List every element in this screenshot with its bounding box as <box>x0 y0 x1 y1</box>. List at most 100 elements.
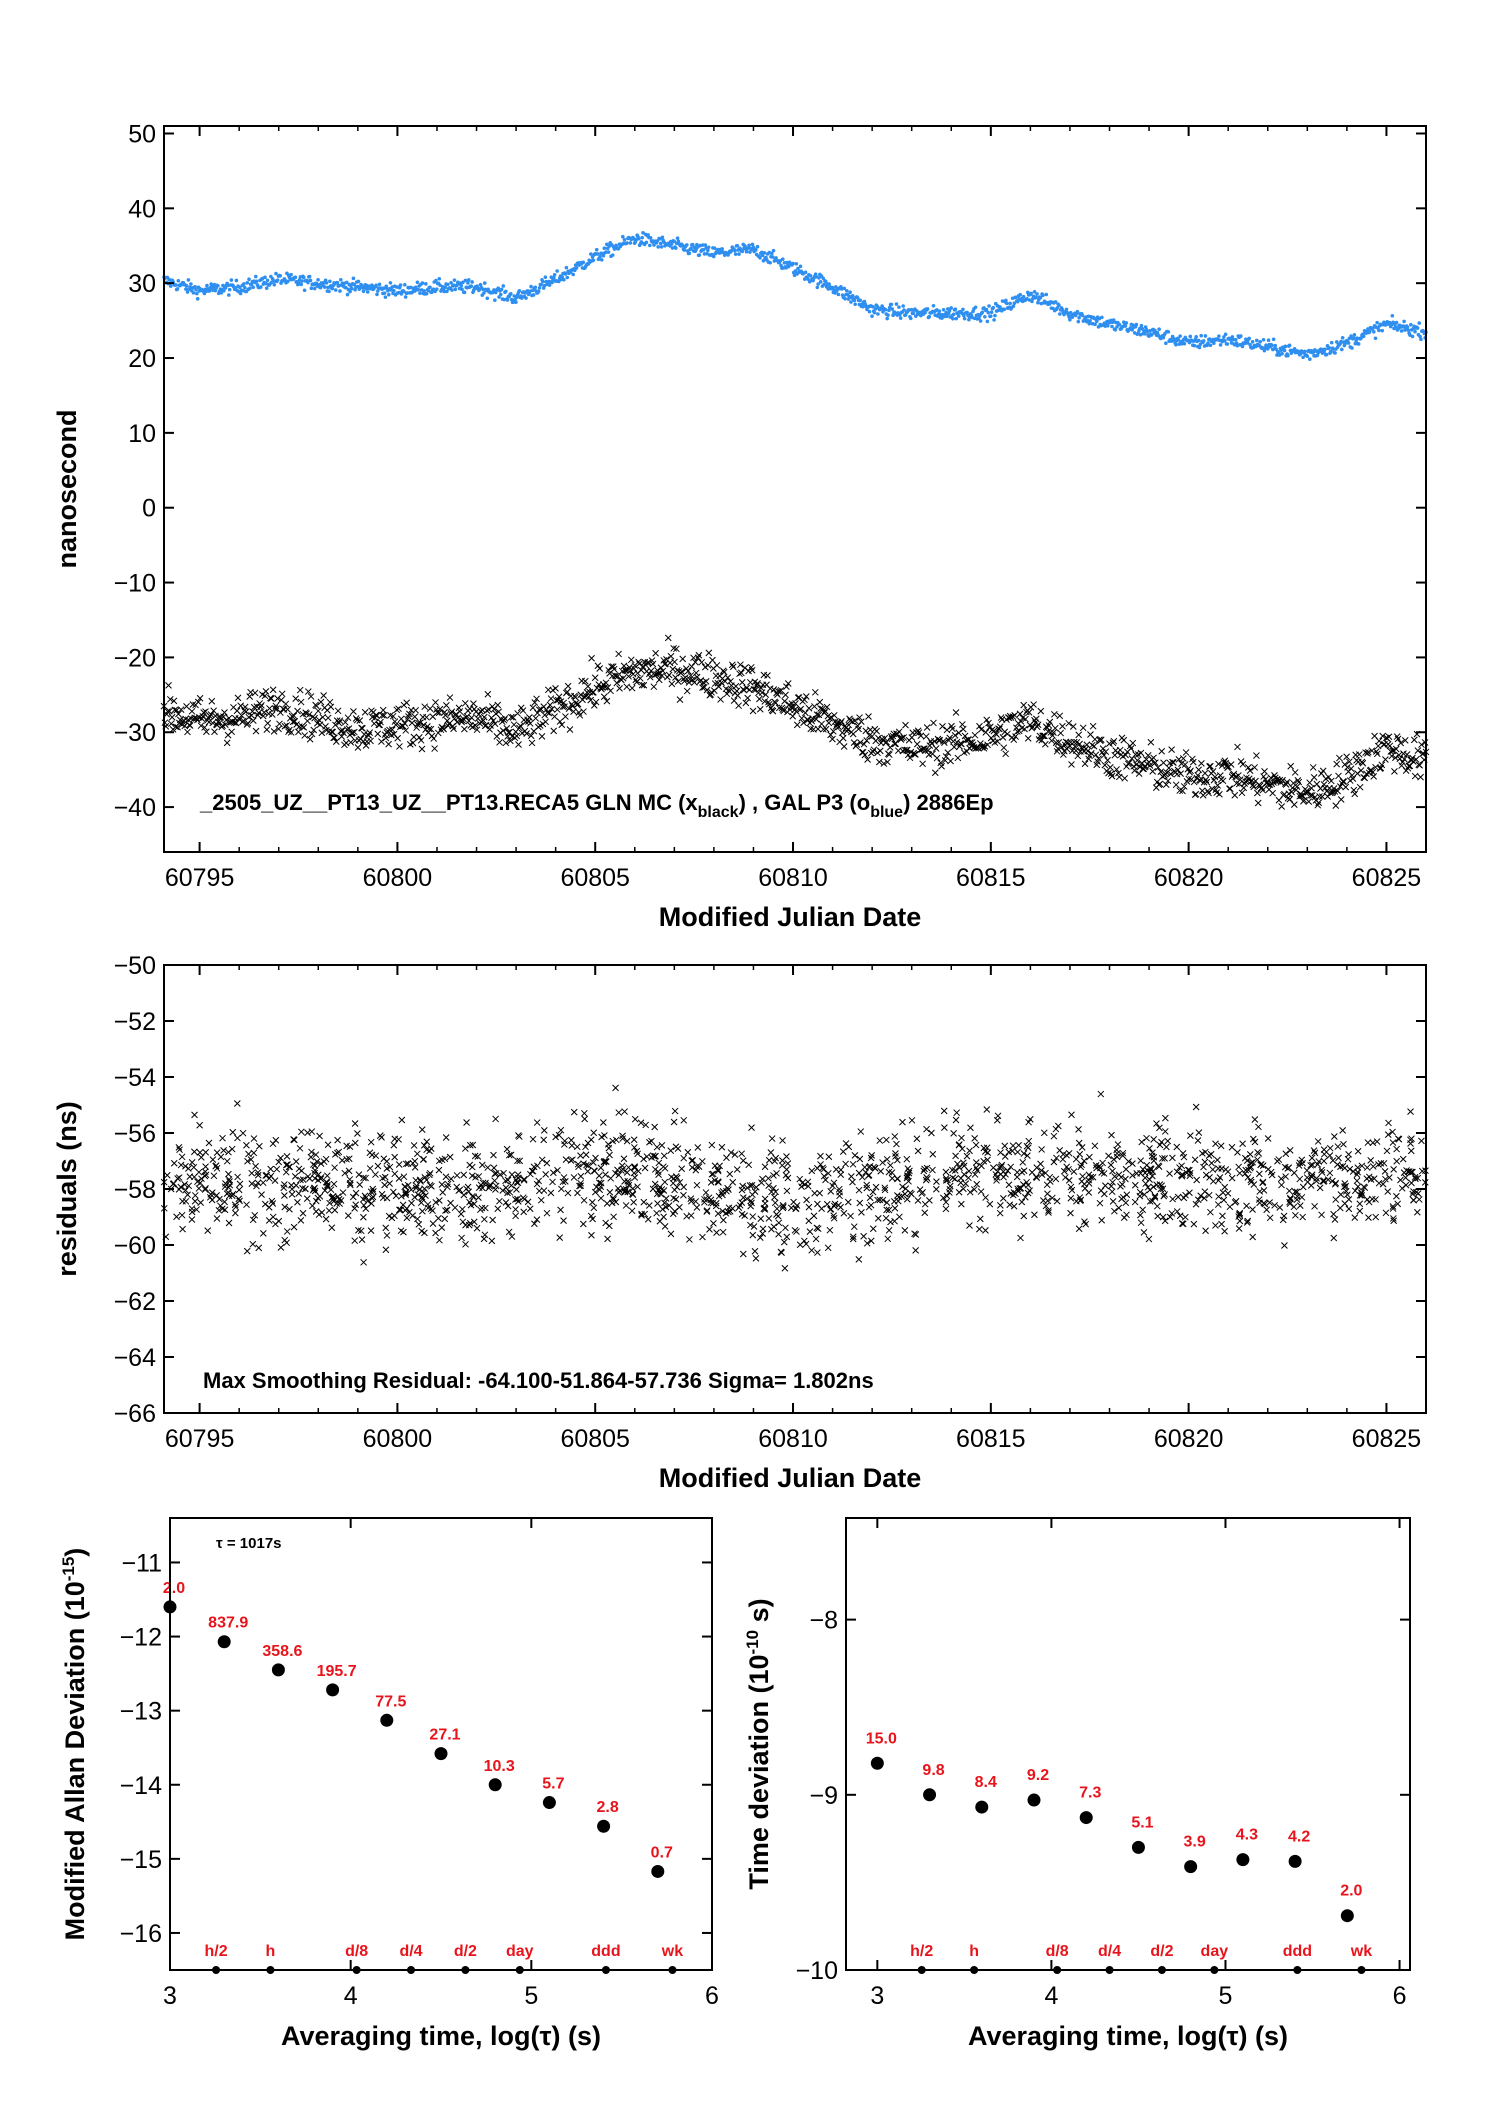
data-point <box>842 1160 849 1168</box>
period-label: ddd <box>591 1943 620 1960</box>
data-point <box>1004 298 1008 303</box>
data-point <box>1172 781 1180 789</box>
data-point <box>1050 729 1057 736</box>
data-point <box>823 279 828 284</box>
data-point <box>855 725 862 733</box>
data-point <box>686 1236 693 1243</box>
data-point <box>960 1185 967 1193</box>
data-label: 4.2 <box>1288 1828 1310 1845</box>
data-point <box>225 1170 232 1178</box>
data-point <box>940 316 944 320</box>
data-point <box>737 252 741 256</box>
data-point <box>1209 768 1217 775</box>
data-point <box>267 695 275 702</box>
data-point <box>647 243 652 248</box>
data-point <box>343 726 351 733</box>
data-point <box>216 1195 223 1203</box>
data-point <box>625 1164 632 1171</box>
data-point <box>891 1217 898 1225</box>
y-tick-label: −66 <box>114 1400 156 1428</box>
data-point <box>190 1173 198 1181</box>
data-point <box>360 1258 367 1266</box>
mdev-frame <box>169 1517 713 1971</box>
data-point <box>707 1179 715 1186</box>
y-tick-label: 40 <box>128 195 156 223</box>
data-point <box>1251 764 1258 771</box>
data-point <box>720 247 724 251</box>
data-point <box>903 1155 911 1163</box>
data-point <box>184 287 188 291</box>
data-point <box>916 746 924 754</box>
data-point <box>354 744 362 751</box>
data-point <box>308 730 316 738</box>
data-point <box>584 1167 592 1175</box>
data-point <box>739 1157 747 1164</box>
data-point <box>353 716 361 724</box>
data-point <box>720 668 728 676</box>
data-point <box>870 1756 884 1770</box>
data-point <box>735 1204 743 1211</box>
data-point <box>1181 761 1189 768</box>
data-point <box>504 289 508 294</box>
data-point <box>911 1230 918 1238</box>
data-point <box>402 1188 410 1196</box>
data-point <box>1319 767 1327 775</box>
y-tick-label: 0 <box>142 495 156 523</box>
data-point <box>680 1183 688 1191</box>
data-point <box>445 289 449 294</box>
data-point <box>327 1186 335 1194</box>
data-point <box>612 1084 619 1092</box>
data-point <box>862 299 867 304</box>
data-point <box>424 282 428 286</box>
data-point <box>687 672 695 679</box>
data-point <box>816 698 824 706</box>
data-point <box>890 1198 898 1205</box>
data-point <box>535 706 543 714</box>
data-point <box>514 1198 522 1205</box>
data-point <box>378 738 385 745</box>
data-point <box>836 1192 843 1200</box>
data-point <box>442 1207 449 1214</box>
data-point <box>191 1111 198 1119</box>
data-point <box>628 684 636 692</box>
data-point <box>205 1139 213 1147</box>
data-point <box>860 1232 867 1240</box>
data-point <box>628 241 633 245</box>
data-point <box>308 278 313 283</box>
data-point <box>213 1149 221 1156</box>
data-point <box>1331 1216 1339 1223</box>
data-point <box>274 271 278 276</box>
data-point <box>675 236 680 240</box>
data-point <box>552 685 559 692</box>
data-point <box>1306 779 1313 787</box>
data-point <box>749 1191 756 1199</box>
data-point <box>660 1163 667 1171</box>
data-point <box>706 248 710 253</box>
data-point <box>1115 769 1122 777</box>
data-point <box>561 1178 569 1185</box>
data-point <box>597 1164 605 1172</box>
data-point <box>689 1156 697 1164</box>
data-point <box>1408 1135 1415 1143</box>
data-point <box>1096 1164 1104 1172</box>
data-point <box>1032 715 1040 723</box>
data-point <box>568 1142 576 1149</box>
data-point <box>278 690 286 698</box>
data-point <box>761 258 766 263</box>
data-point <box>1356 342 1361 346</box>
data-point <box>1356 783 1364 791</box>
data-point <box>276 720 283 728</box>
data-point <box>589 1159 597 1166</box>
data-point <box>450 725 457 733</box>
period-label: h/2 <box>205 1943 228 1960</box>
data-point <box>992 1171 1000 1178</box>
data-point <box>1023 1142 1031 1150</box>
data-point <box>494 1205 502 1213</box>
data-point <box>1056 712 1064 720</box>
data-point <box>762 691 770 699</box>
data-point <box>1025 1137 1033 1145</box>
data-point <box>911 311 916 316</box>
data-point <box>185 290 190 294</box>
data-point <box>674 246 678 250</box>
data-point <box>361 289 366 294</box>
